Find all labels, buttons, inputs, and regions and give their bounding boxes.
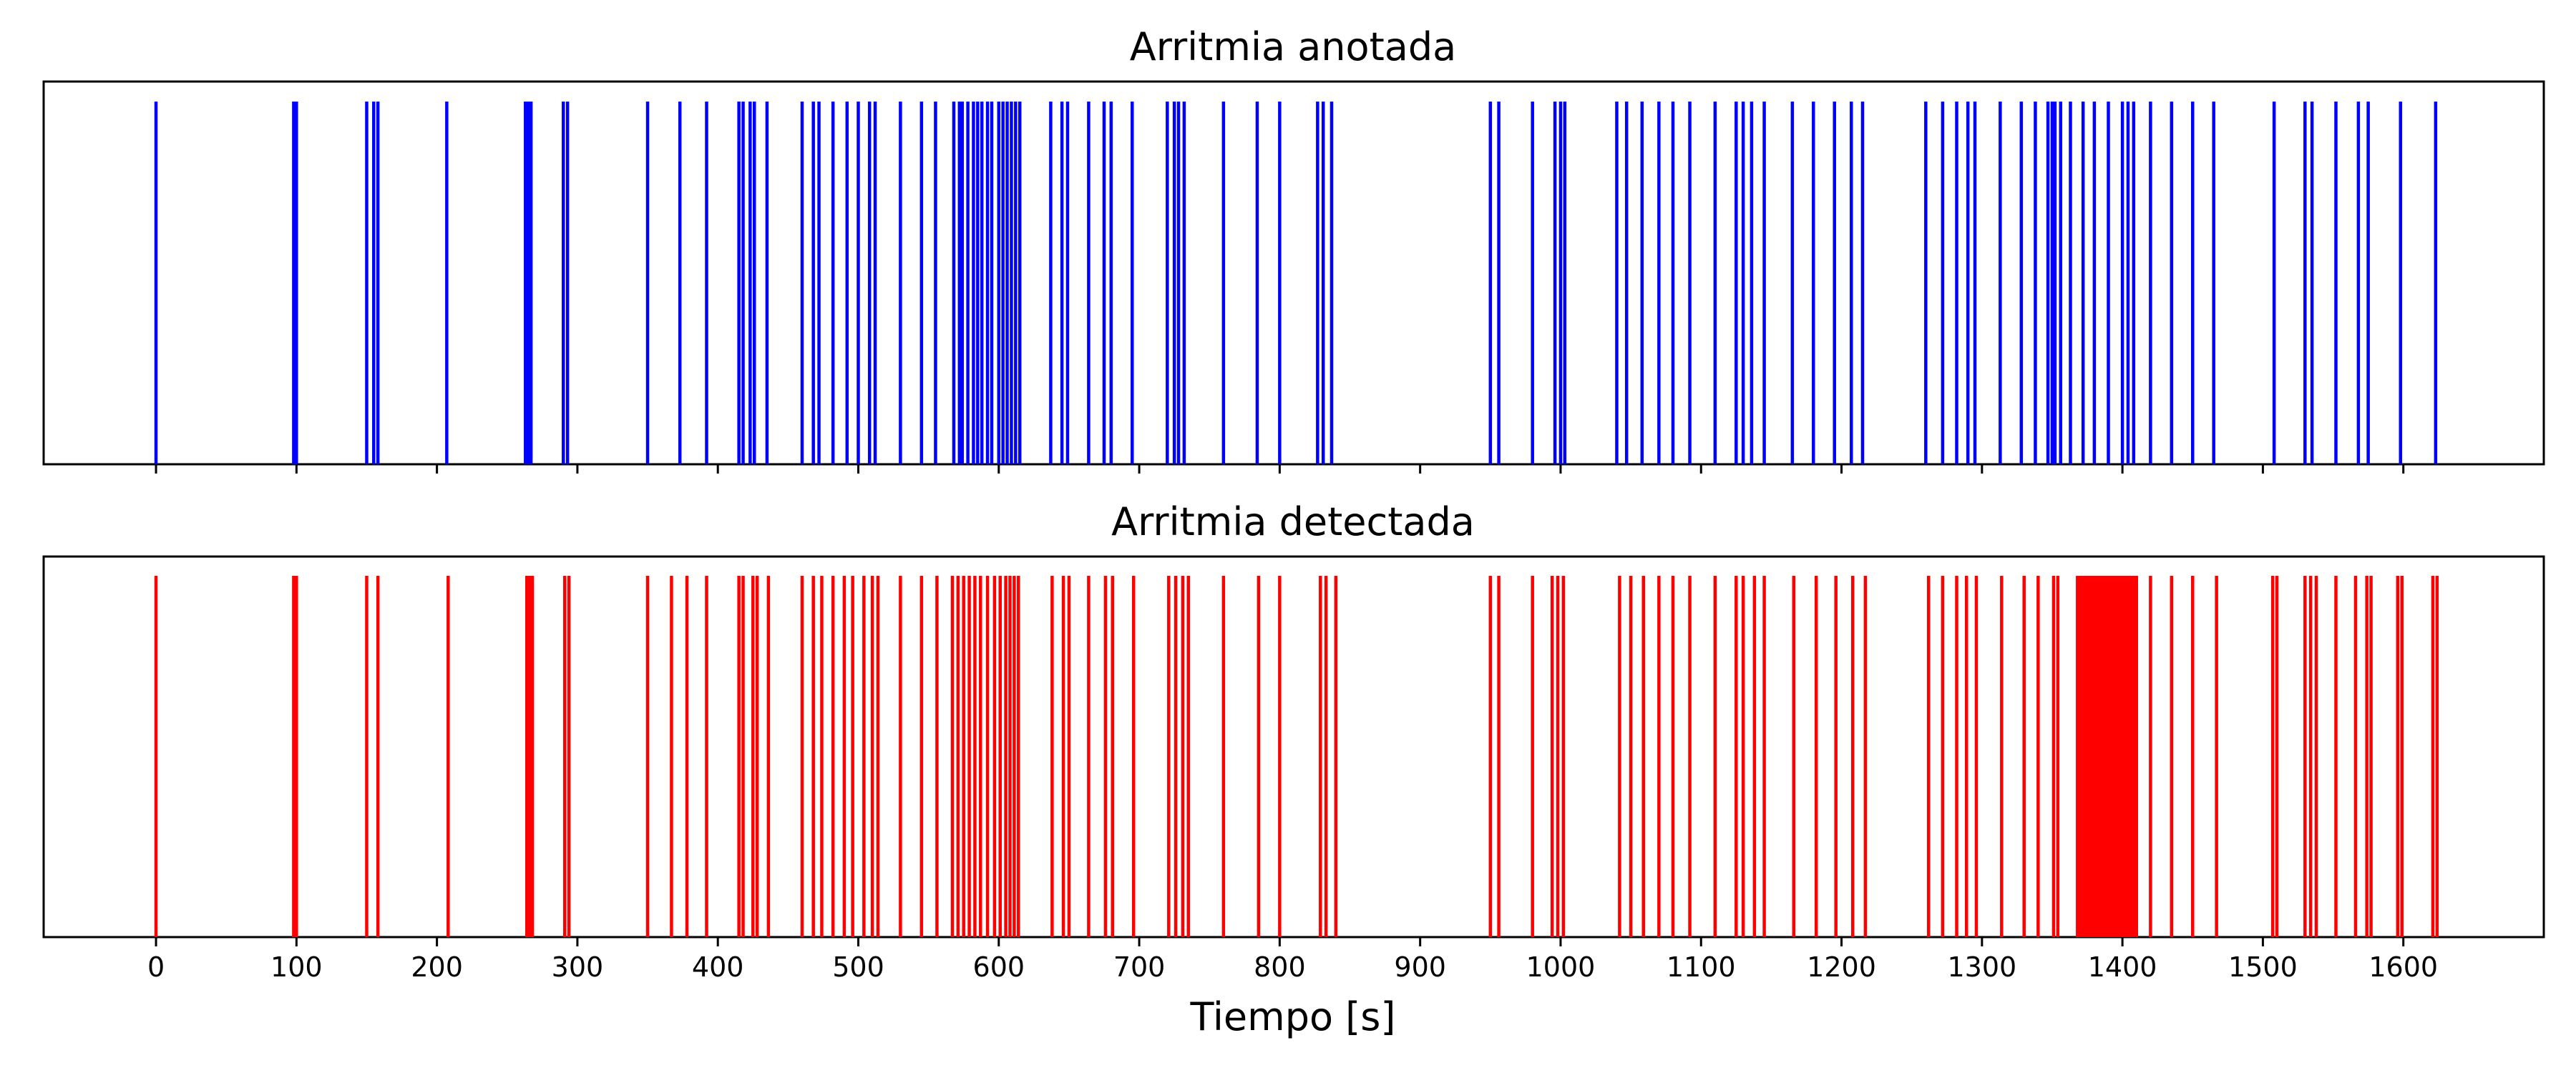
x-tick-label-900: 900	[1394, 951, 1446, 983]
x-tick-label-300: 300	[552, 951, 604, 983]
detected-x-ticks: 0 100 200 300 400 500 600 700 800 900 1000 1100 1200…	[147, 937, 2438, 983]
x-tick-label-600: 600	[973, 951, 1025, 983]
x-tick-label-100: 100	[270, 951, 323, 983]
x-tick-label-1400: 1400	[2088, 951, 2157, 983]
x-tick-label-1500: 1500	[2228, 951, 2298, 983]
x-tick-label-1100: 1100	[1667, 951, 1736, 983]
detected-panel: Arritmia detectada 0 100 200 300 400 500 600 70…	[42, 499, 2545, 1039]
x-tick-label-200: 200	[411, 951, 463, 983]
detected-plot-area	[42, 555, 2545, 939]
annotated-title: Arritmia anotada	[1130, 24, 1456, 69]
x-axis-label: Tiempo [s]	[1190, 994, 1396, 1039]
x-tick-label-700: 700	[1113, 951, 1166, 983]
annotated-event-lines	[154, 102, 2438, 464]
x-tick-label-800: 800	[1254, 951, 1306, 983]
detected-title: Arritmia detectada	[1111, 499, 1475, 544]
x-tick-label-500: 500	[832, 951, 884, 983]
x-tick-label-400: 400	[692, 951, 744, 983]
x-tick-label-1000: 1000	[1526, 951, 1596, 983]
x-tick-label-0: 0	[147, 951, 165, 983]
detected-event-lines	[154, 576, 2439, 937]
x-tick-label-1300: 1300	[1947, 951, 2016, 983]
annotated-panel: Arritmia anotada	[42, 24, 2545, 474]
x-tick-label-1200: 1200	[1807, 951, 1876, 983]
annotated-x-ticks	[155, 464, 2405, 474]
x-tick-label-1600: 1600	[2368, 951, 2438, 983]
annotated-plot-area	[42, 80, 2545, 466]
